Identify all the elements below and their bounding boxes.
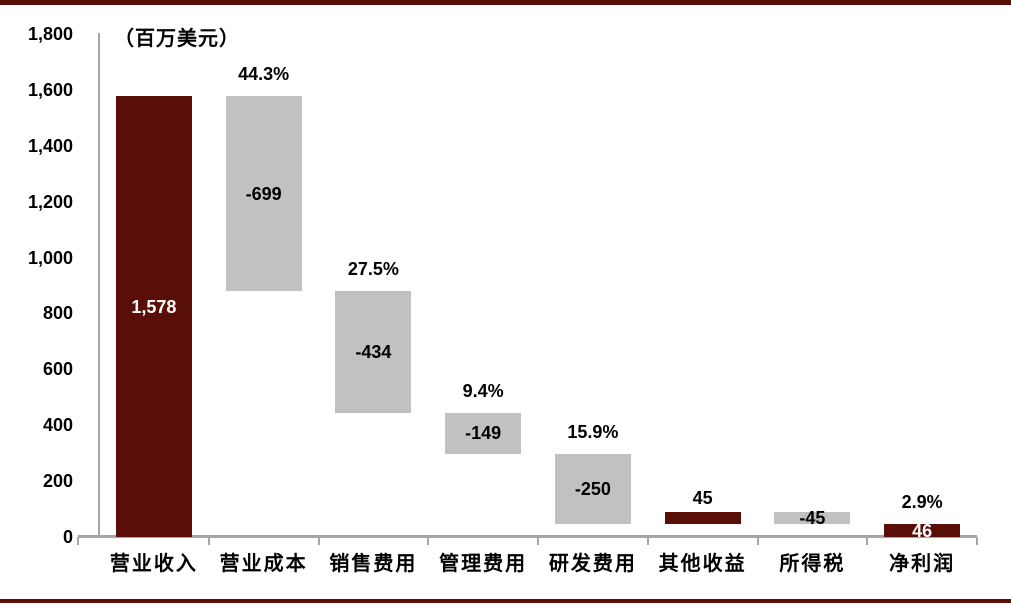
category-label: 所得税 bbox=[779, 553, 846, 575]
bar-value-label: 46 bbox=[912, 520, 933, 541]
axis-tick bbox=[646, 537, 649, 545]
unit-label: （百万美元） bbox=[114, 28, 240, 50]
bar-value-label: -699 bbox=[245, 183, 282, 204]
y-axis-label: 600 bbox=[42, 359, 73, 380]
y-axis-label: 400 bbox=[42, 415, 73, 436]
y-axis-label: 200 bbox=[42, 471, 73, 492]
top-rule-line bbox=[0, 0, 1011, 5]
waterfall-bar bbox=[664, 511, 741, 525]
waterfall-bar bbox=[884, 524, 961, 537]
bar-pct-label: 9.4% bbox=[462, 380, 504, 401]
category-label: 销售费用 bbox=[329, 553, 418, 575]
category-label: 研发费用 bbox=[548, 553, 637, 575]
waterfall-bar bbox=[225, 96, 302, 292]
category-label: 营业成本 bbox=[219, 553, 308, 575]
bar-value-label: -149 bbox=[465, 423, 502, 444]
bar-pct-label: 2.9% bbox=[901, 492, 943, 513]
y-axis-label: 1,400 bbox=[27, 135, 73, 156]
bar-value-label: 45 bbox=[692, 487, 713, 508]
y-axis-label: 800 bbox=[42, 303, 73, 324]
bar-value-label: 1,578 bbox=[131, 296, 177, 317]
axis-tick bbox=[207, 537, 210, 545]
bar-pct-label: 44.3% bbox=[238, 64, 290, 85]
waterfall-bar bbox=[335, 291, 412, 413]
category-label: 营业收入 bbox=[109, 553, 198, 575]
bar-value-label: -434 bbox=[355, 342, 392, 362]
axis-tick bbox=[537, 537, 539, 545]
waterfall-bar bbox=[774, 511, 851, 525]
axis-tick bbox=[427, 537, 430, 545]
category-label: 其他收益 bbox=[658, 553, 747, 575]
y-axis-line bbox=[98, 33, 100, 537]
y-axis-label: 1,600 bbox=[27, 79, 73, 100]
x-axis-line bbox=[78, 535, 977, 538]
bar-value-label: -250 bbox=[574, 479, 611, 500]
axis-tick bbox=[317, 537, 320, 545]
waterfall-bar bbox=[445, 412, 522, 455]
bar-pct-label: 15.9% bbox=[567, 422, 619, 443]
y-axis-label: 1,800 bbox=[27, 24, 73, 44]
y-axis-label: 0 bbox=[62, 527, 73, 547]
y-axis-label: 1,000 bbox=[27, 247, 73, 268]
axis-tick bbox=[756, 537, 759, 545]
bar-value-label: -45 bbox=[799, 507, 826, 528]
axis-tick bbox=[866, 537, 869, 545]
axis-tick bbox=[77, 537, 79, 545]
bar-pct-label: 27.5% bbox=[347, 259, 399, 280]
waterfall-bar bbox=[554, 454, 631, 525]
category-label: 管理费用 bbox=[439, 553, 528, 575]
waterfall-bar bbox=[115, 96, 192, 537]
axis-tick bbox=[976, 537, 978, 545]
y-axis-label: 1,200 bbox=[27, 191, 73, 212]
category-label: 净利润 bbox=[889, 553, 956, 575]
bottom-rule-line bbox=[0, 599, 1011, 603]
